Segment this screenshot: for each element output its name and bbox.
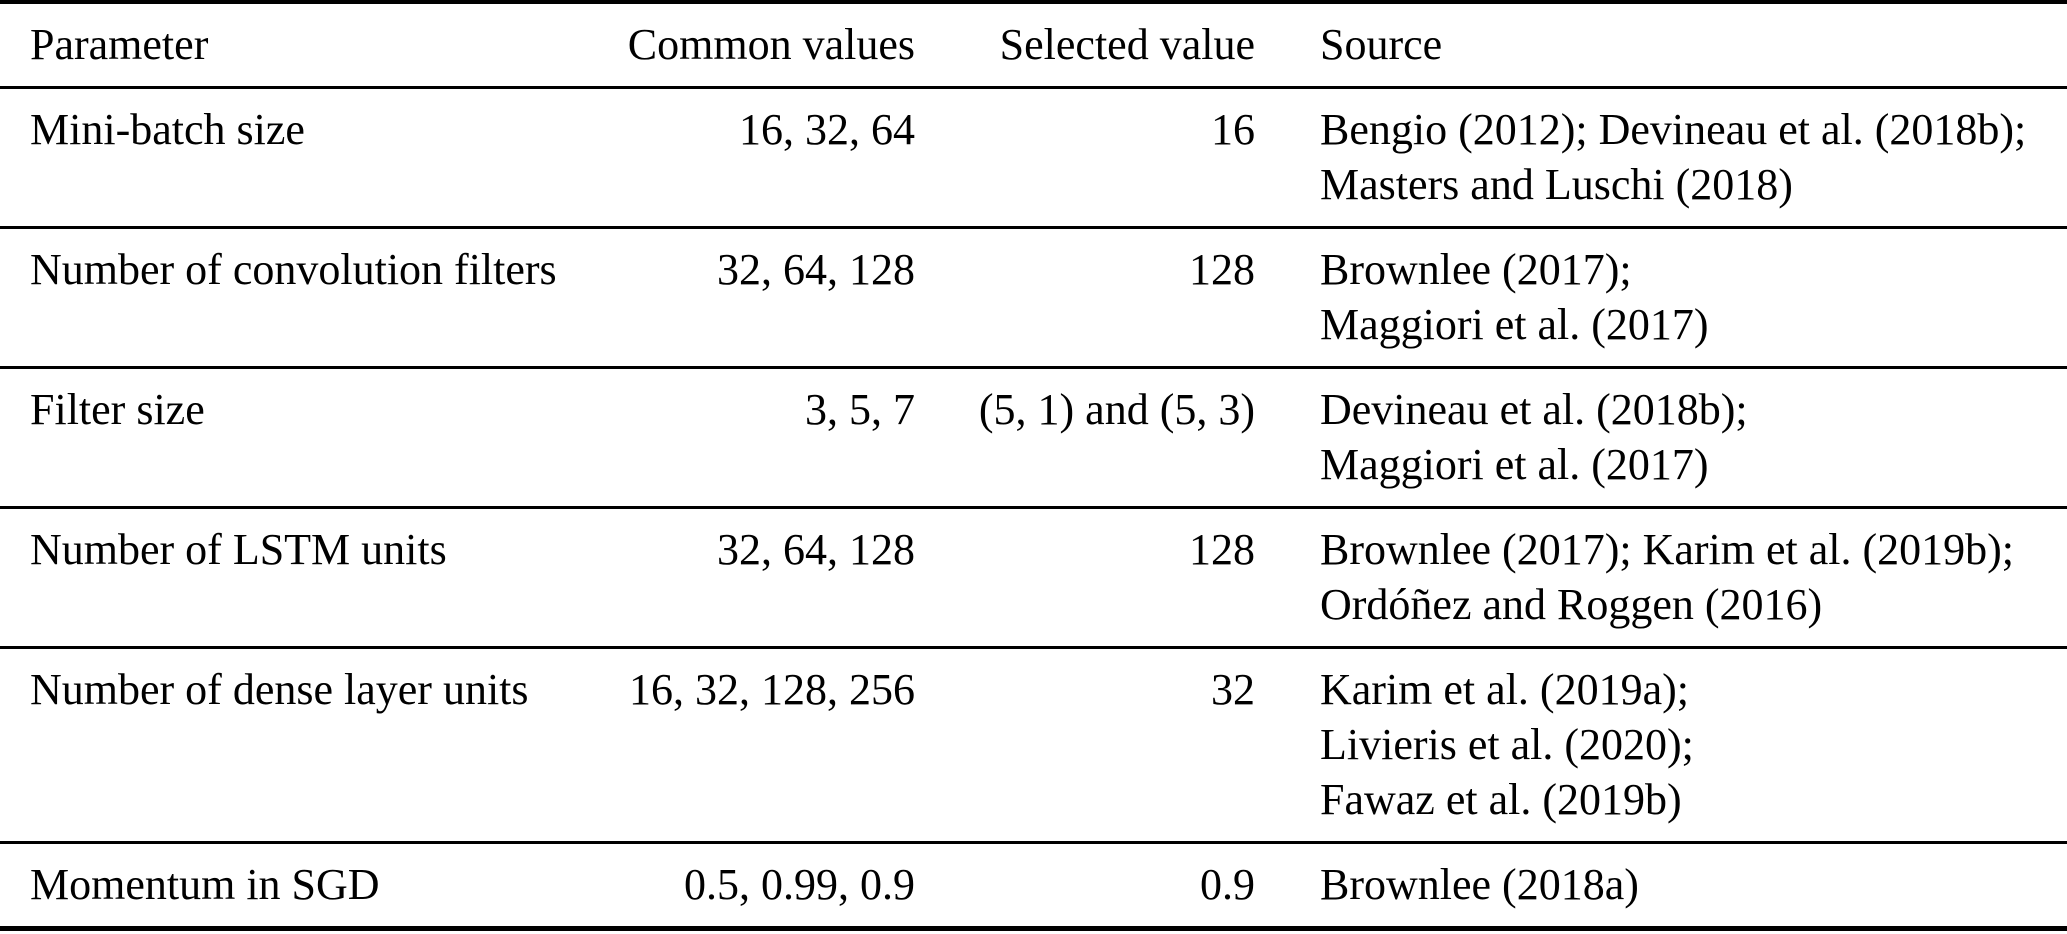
parameter-cell: Number of dense layer units xyxy=(30,665,529,714)
source-line: Brownlee (2017); Karim et al. (2019b); xyxy=(1320,525,2015,574)
selected-value-cell: 128 xyxy=(1189,245,1255,294)
common-values-cell: 32, 64, 128 xyxy=(717,525,915,574)
selected-value-cell: 128 xyxy=(1189,525,1255,574)
col-header-source: Source xyxy=(1320,20,1443,69)
common-values-cell: 32, 64, 128 xyxy=(717,245,915,294)
source-line: Brownlee (2018a) xyxy=(1320,860,1639,909)
source-line: Devineau et al. (2018b); xyxy=(1320,385,1748,434)
table-row: Number of LSTM units 32, 64, 128 128 Bro… xyxy=(0,508,2067,648)
source-line: Bengio (2012); Devineau et al. (2018b); xyxy=(1320,105,2027,154)
table-header-row: Parameter Common values Selected value S… xyxy=(0,2,2067,88)
table-row: Number of convolution filters 32, 64, 12… xyxy=(0,228,2067,368)
common-values-cell: 3, 5, 7 xyxy=(805,385,915,434)
parameter-cell: Filter size xyxy=(30,385,205,434)
selected-value-cell: 0.9 xyxy=(1200,860,1255,909)
source-cell: Brownlee (2017); Karim et al. (2019b); O… xyxy=(1255,508,2067,648)
source-line: Brownlee (2017); xyxy=(1320,245,1632,294)
source-cell: Brownlee (2017); Maggiori et al. (2017) xyxy=(1255,228,2067,368)
source-cell: Brownlee (2018a) xyxy=(1255,843,2067,929)
parameter-cell: Mini-batch size xyxy=(30,105,305,154)
parameter-cell: Number of convolution filters xyxy=(30,245,557,294)
common-values-cell: 0.5, 0.99, 0.9 xyxy=(684,860,915,909)
selected-value-cell: (5, 1) and (5, 3) xyxy=(978,385,1255,434)
table-row: Mini-batch size 16, 32, 64 16 Bengio (20… xyxy=(0,88,2067,228)
source-line: Livieris et al. (2020); xyxy=(1320,720,1694,769)
source-line: Masters and Luschi (2018) xyxy=(1320,160,1793,209)
source-line: Fawaz et al. (2019b) xyxy=(1320,775,1682,824)
source-cell: Bengio (2012); Devineau et al. (2018b); … xyxy=(1255,88,2067,228)
parameter-cell: Number of LSTM units xyxy=(30,525,447,574)
parameter-cell: Momentum in SGD xyxy=(30,860,380,909)
col-header-parameter: Parameter xyxy=(30,20,209,69)
common-values-cell: 16, 32, 64 xyxy=(739,105,915,154)
source-cell: Karim et al. (2019a); Livieris et al. (2… xyxy=(1255,648,2067,843)
col-header-selected-value: Selected value xyxy=(999,20,1255,69)
source-line: Ordóñez and Roggen (2016) xyxy=(1320,580,1823,629)
source-line: Karim et al. (2019a); xyxy=(1320,665,1689,714)
source-line: Maggiori et al. (2017) xyxy=(1320,440,1709,489)
source-line: Maggiori et al. (2017) xyxy=(1320,300,1709,349)
selected-value-cell: 16 xyxy=(1211,105,1255,154)
selected-value-cell: 32 xyxy=(1211,665,1255,714)
common-values-cell: 16, 32, 128, 256 xyxy=(629,665,915,714)
source-cell: Devineau et al. (2018b); Maggiori et al.… xyxy=(1255,368,2067,508)
col-header-common-values: Common values xyxy=(627,20,915,69)
table-row: Number of dense layer units 16, 32, 128,… xyxy=(0,648,2067,843)
table-row: Filter size 3, 5, 7 (5, 1) and (5, 3) De… xyxy=(0,368,2067,508)
table-row: Momentum in SGD 0.5, 0.99, 0.9 0.9 Brown… xyxy=(0,843,2067,929)
